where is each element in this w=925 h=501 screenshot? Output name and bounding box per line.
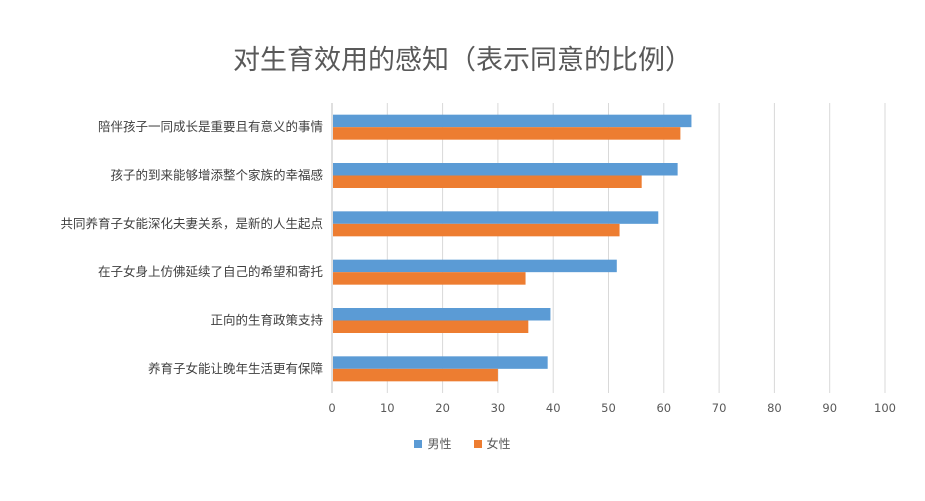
bar [333, 320, 529, 333]
category-label: 陪伴孩子一同成长是重要且有意义的事情 [98, 119, 323, 134]
category-label: 孩子的到来能够增添整个家族的幸福感 [110, 168, 323, 183]
chart-title: 对生育效用的感知（表示同意的比例） [233, 45, 692, 76]
bar [333, 127, 681, 140]
category-label: 共同养育子女能深化夫妻关系，是新的人生起点 [60, 216, 323, 231]
legend: 男性 女性 [0, 435, 925, 452]
legend-swatch-female [473, 439, 482, 448]
legend-label-male: 男性 [427, 437, 452, 451]
bar [333, 356, 548, 369]
bar [333, 272, 526, 285]
x-tick-label: 70 [712, 401, 727, 415]
x-tick-label: 50 [601, 401, 616, 415]
x-tick-label: 20 [435, 401, 450, 415]
bar [333, 259, 617, 273]
category-label: 养育子女能让晚年生活更有保障 [148, 361, 323, 376]
legend-item-male: 男性 [414, 435, 452, 452]
category-label: 正向的生育政策支持 [210, 313, 323, 328]
legend-label-female: 女性 [486, 437, 511, 451]
category-label: 在子女身上仿佛延续了自己的希望和寄托 [98, 264, 323, 279]
bar [333, 175, 642, 188]
x-tick-label: 40 [546, 401, 561, 415]
legend-item-female: 女性 [473, 435, 511, 452]
bar [333, 368, 498, 382]
x-tick-label: 0 [328, 401, 335, 415]
x-tick-label: 100 [874, 401, 896, 415]
bar [333, 308, 551, 321]
x-tick-label: 80 [767, 401, 782, 415]
legend-swatch-male [414, 439, 423, 448]
bar [333, 163, 678, 176]
x-tick-label: 10 [380, 401, 395, 415]
x-tick-label: 60 [656, 401, 671, 415]
bar [333, 114, 692, 128]
bar [333, 223, 620, 237]
x-tick-label: 90 [822, 401, 837, 415]
x-tick-label: 30 [491, 401, 506, 415]
bar [333, 211, 659, 224]
